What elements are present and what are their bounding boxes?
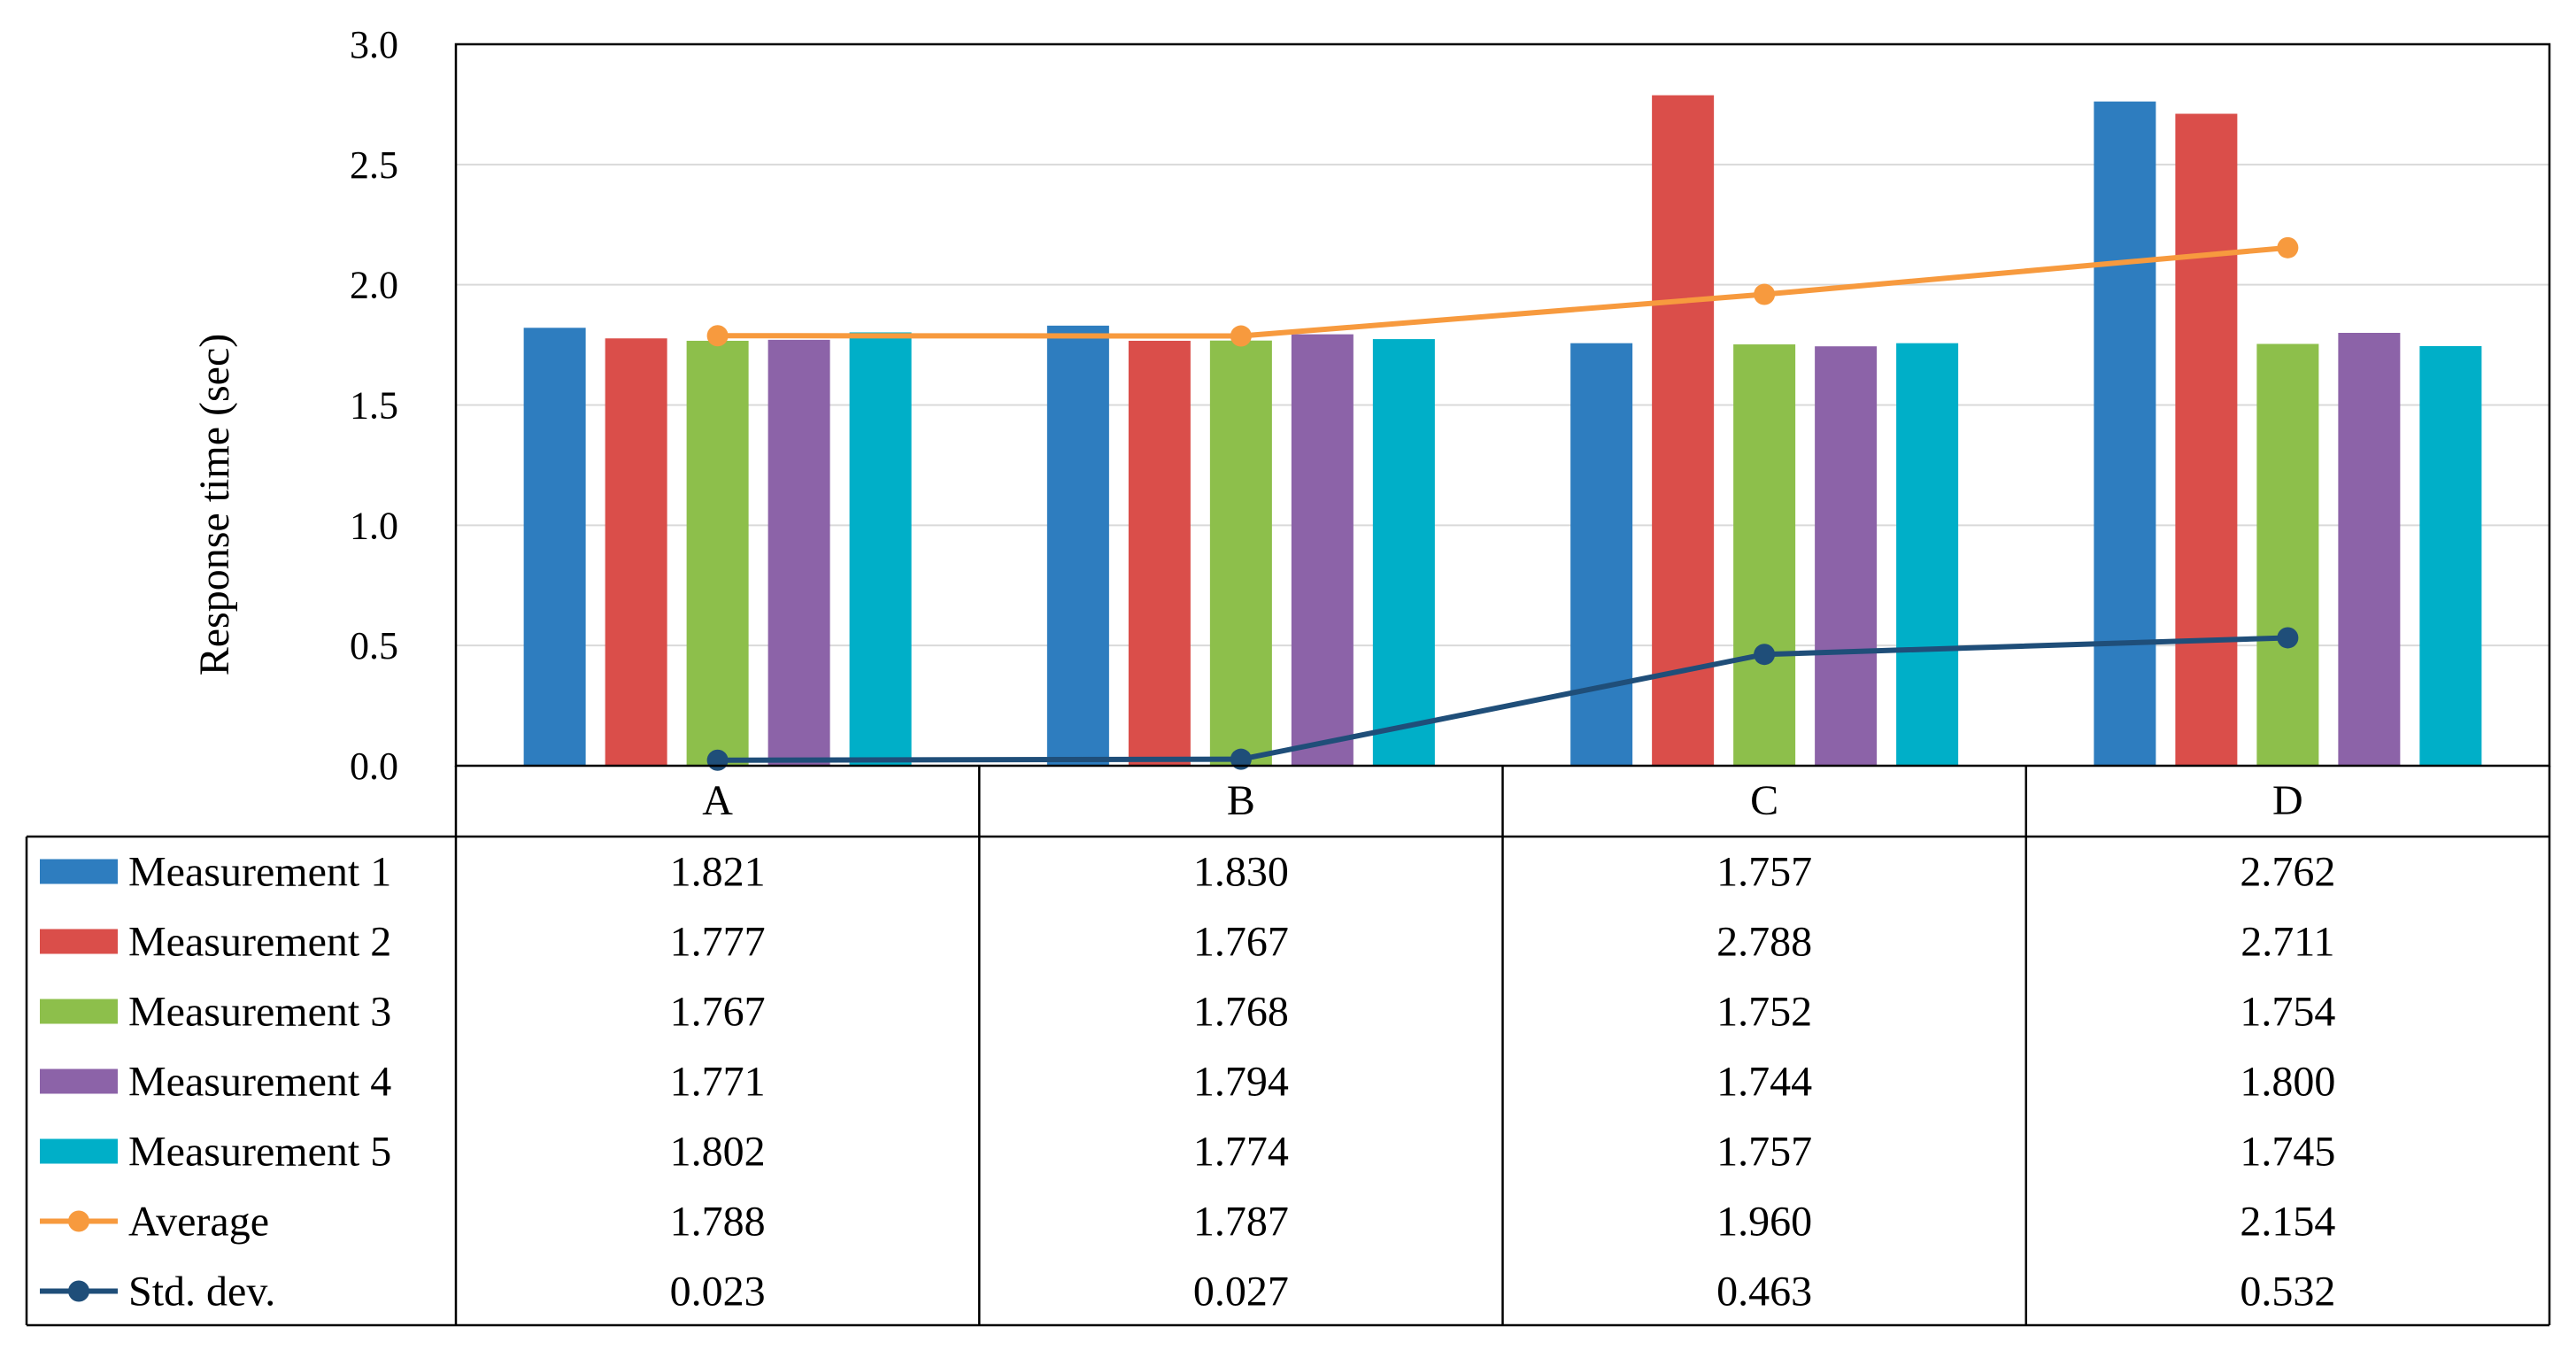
data-label-measurement-3: 1.768 [1193,989,1289,1036]
category-label: B [1227,777,1255,824]
y-tick-label: 0.0 [350,744,398,788]
legend-marker-std-dev- [68,1280,89,1302]
data-label-measurement-2: 2.711 [2241,919,2334,966]
bar-measurement-3 [1209,340,1272,766]
bar-measurement-2 [1128,340,1191,766]
data-label-measurement-3: 1.767 [670,989,766,1036]
bar-measurement-1 [1046,325,1109,766]
bar-measurement-3 [686,340,749,766]
point-average [706,325,729,347]
category-label: C [1750,777,1778,824]
y-tick-label: 3.0 [350,23,398,66]
data-label-average: 1.788 [670,1199,766,1246]
data-label-std-dev-: 0.532 [2240,1269,2335,1315]
bar-measurement-1 [523,328,586,766]
plot-and-table-frame [25,42,2551,1327]
legend-label-measurement-1: Measurement 1 [128,849,391,896]
bar-measurement-5 [1372,339,1435,766]
legend-label-measurement-4: Measurement 4 [128,1059,391,1106]
bar-measurement-5 [2419,345,2482,766]
data-label-measurement-1: 1.757 [1716,849,1812,896]
point-average [1754,283,1776,305]
y-tick-label: 0.5 [350,624,398,667]
y-tick-label: 2.0 [350,264,398,307]
bar-measurement-4 [1815,346,1878,766]
data-label-std-dev-: 0.027 [1193,1269,1289,1315]
bar-measurement-3 [1733,344,1796,766]
data-label-std-dev-: 0.023 [670,1269,766,1315]
legend-key-measurement-2 [40,929,118,954]
line-marks [706,236,2299,771]
y-tick-label: 2.5 [350,143,398,187]
legend-key-measurement-3 [40,999,118,1024]
data-label-measurement-2: 1.767 [1193,919,1289,966]
legend-key-measurement-1 [40,859,118,884]
bar-measurement-2 [1652,95,1715,767]
data-label-average: 1.787 [1193,1199,1289,1246]
data-label-measurement-4: 1.794 [1193,1059,1289,1106]
data-label-measurement-5: 1.802 [670,1129,766,1176]
data-label-measurement-2: 1.777 [670,919,766,966]
data-label-measurement-3: 1.752 [1716,989,1812,1036]
legend-label-measurement-3: Measurement 3 [128,989,391,1036]
data-label-measurement-4: 1.771 [670,1059,766,1106]
data-label-measurement-1: 1.830 [1193,849,1289,896]
y-axis-ticks: 0.0 0.5 1.0 1.5 2.0 2.5 3.0 [350,23,398,788]
line-average [717,244,2288,339]
bar-measurement-4 [1291,334,1354,766]
legend-key-measurement-5 [40,1138,118,1164]
data-label-average: 1.960 [1716,1199,1812,1246]
bar-measurement-1 [2094,101,2156,766]
legend-marker-average [68,1210,89,1232]
data-label-measurement-1: 2.762 [2240,849,2335,896]
legend-key-measurement-4 [40,1068,118,1094]
point-std-dev- [1754,644,1776,666]
point-std-dev- [1230,748,1252,770]
bar-measurement-1 [1570,343,1633,766]
point-average [2277,236,2299,258]
data-label-measurement-5: 1.745 [2240,1129,2335,1176]
bar-measurement-3 [2256,343,2319,766]
data-label-measurement-4: 1.800 [2240,1059,2335,1106]
y-axis-title: Response time (sec) [191,334,238,676]
bar-measurement-2 [2175,113,2238,767]
y-tick-label: 1.0 [350,504,398,547]
legend-label-average: Average [128,1199,269,1246]
data-label-measurement-1: 1.821 [670,849,766,896]
data-label-measurement-3: 1.754 [2240,989,2335,1036]
legend-label-measurement-5: Measurement 5 [128,1129,391,1176]
bar-measurement-2 [605,338,667,766]
point-std-dev- [706,749,729,771]
data-label-average: 2.154 [2240,1199,2335,1246]
bar-measurement-4 [767,339,830,766]
y-tick-label: 1.5 [350,384,398,428]
bar-measurement-5 [1896,343,1959,766]
line-std-dev- [717,635,2288,763]
point-average [1230,325,1252,347]
category-label: D [2272,777,2303,824]
legend-label-std-dev-: Std. dev. [128,1269,275,1315]
data-label-std-dev-: 0.463 [1716,1269,1812,1315]
data-table: A B C D Measurement 1 1.821 1.830 1.757 2.762 Mea… [40,777,2335,1315]
point-std-dev- [2277,627,2299,649]
bar-measurement-4 [2338,333,2401,766]
data-label-measurement-2: 2.788 [1716,919,1812,966]
data-label-measurement-5: 1.774 [1193,1129,1289,1176]
data-label-measurement-4: 1.744 [1716,1059,1812,1106]
data-label-measurement-5: 1.757 [1716,1129,1812,1176]
bar-measurement-5 [849,332,912,766]
bar-marks [523,95,2482,767]
category-label: A [702,777,733,824]
legend-label-measurement-2: Measurement 2 [128,919,391,966]
